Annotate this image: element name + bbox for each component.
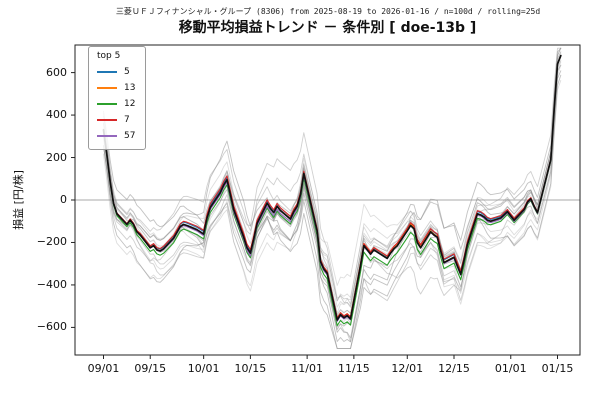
legend-line-swatch [97,71,117,73]
y-tick-label: 0 [60,193,67,206]
legend-item: 7 [97,112,135,128]
background-condition-line [103,47,562,330]
legend-title: top 5 [97,51,121,61]
y-tick-label: 200 [46,150,67,164]
legend-label: 12 [124,99,136,109]
legend-line-swatch [97,119,117,121]
y-axis-label: 損益 [円/株] [12,170,25,230]
chart-legend: top 5 5 13 12 7 57 [88,46,147,150]
series-line-12 [102,55,562,327]
chart-title: 移動平均損益トレンド － 条件別 [ doe-13b ] [178,20,477,36]
x-tick-label: 09/15 [134,362,167,375]
x-tick-label: 12/01 [391,362,424,375]
x-tick-label: 10/15 [234,362,267,375]
legend-label: 5 [124,67,130,77]
background-condition-line [103,79,562,317]
legend-line-swatch [97,103,117,105]
legend-label: 7 [124,115,130,125]
legend-line-swatch [97,135,117,137]
x-tick-label: 11/15 [338,362,370,375]
legend-item: 13 [97,80,135,96]
background-condition-line [103,56,562,286]
x-tick-label: 01/01 [494,362,527,375]
background-condition-line [103,64,562,339]
median-line [102,54,562,321]
chart-subtitle: 三菱ＵＦＪフィナンシャル・グループ (8306) from 2025-08-19… [115,7,541,16]
x-tick-label: 11/01 [291,362,323,375]
legend-label: 57 [124,131,136,141]
x-tick-label: 09/01 [87,362,120,375]
series-line-57 [102,55,562,322]
plot-lines [75,47,580,350]
background-condition-line [103,70,562,350]
legend-item: 5 [97,64,135,80]
background-condition-line [103,74,562,350]
x-tick-label: 01/15 [541,362,574,375]
legend-line-swatch [97,87,117,89]
background-condition-line [103,56,562,305]
x-tick-label: 12/15 [438,362,470,375]
y-tick-label: −600 [36,320,67,334]
y-tick-label: 400 [46,108,67,122]
series-line-7 [102,55,562,319]
y-tick-label: 600 [46,65,67,79]
legend-item: 57 [97,128,135,144]
y-tick-label: −400 [36,277,67,291]
background-condition-line [103,64,562,327]
legend-item: 12 [97,96,135,112]
x-tick-label: 10/01 [187,362,220,375]
y-tick-label: −200 [36,235,67,249]
legend-label: 13 [124,83,136,93]
